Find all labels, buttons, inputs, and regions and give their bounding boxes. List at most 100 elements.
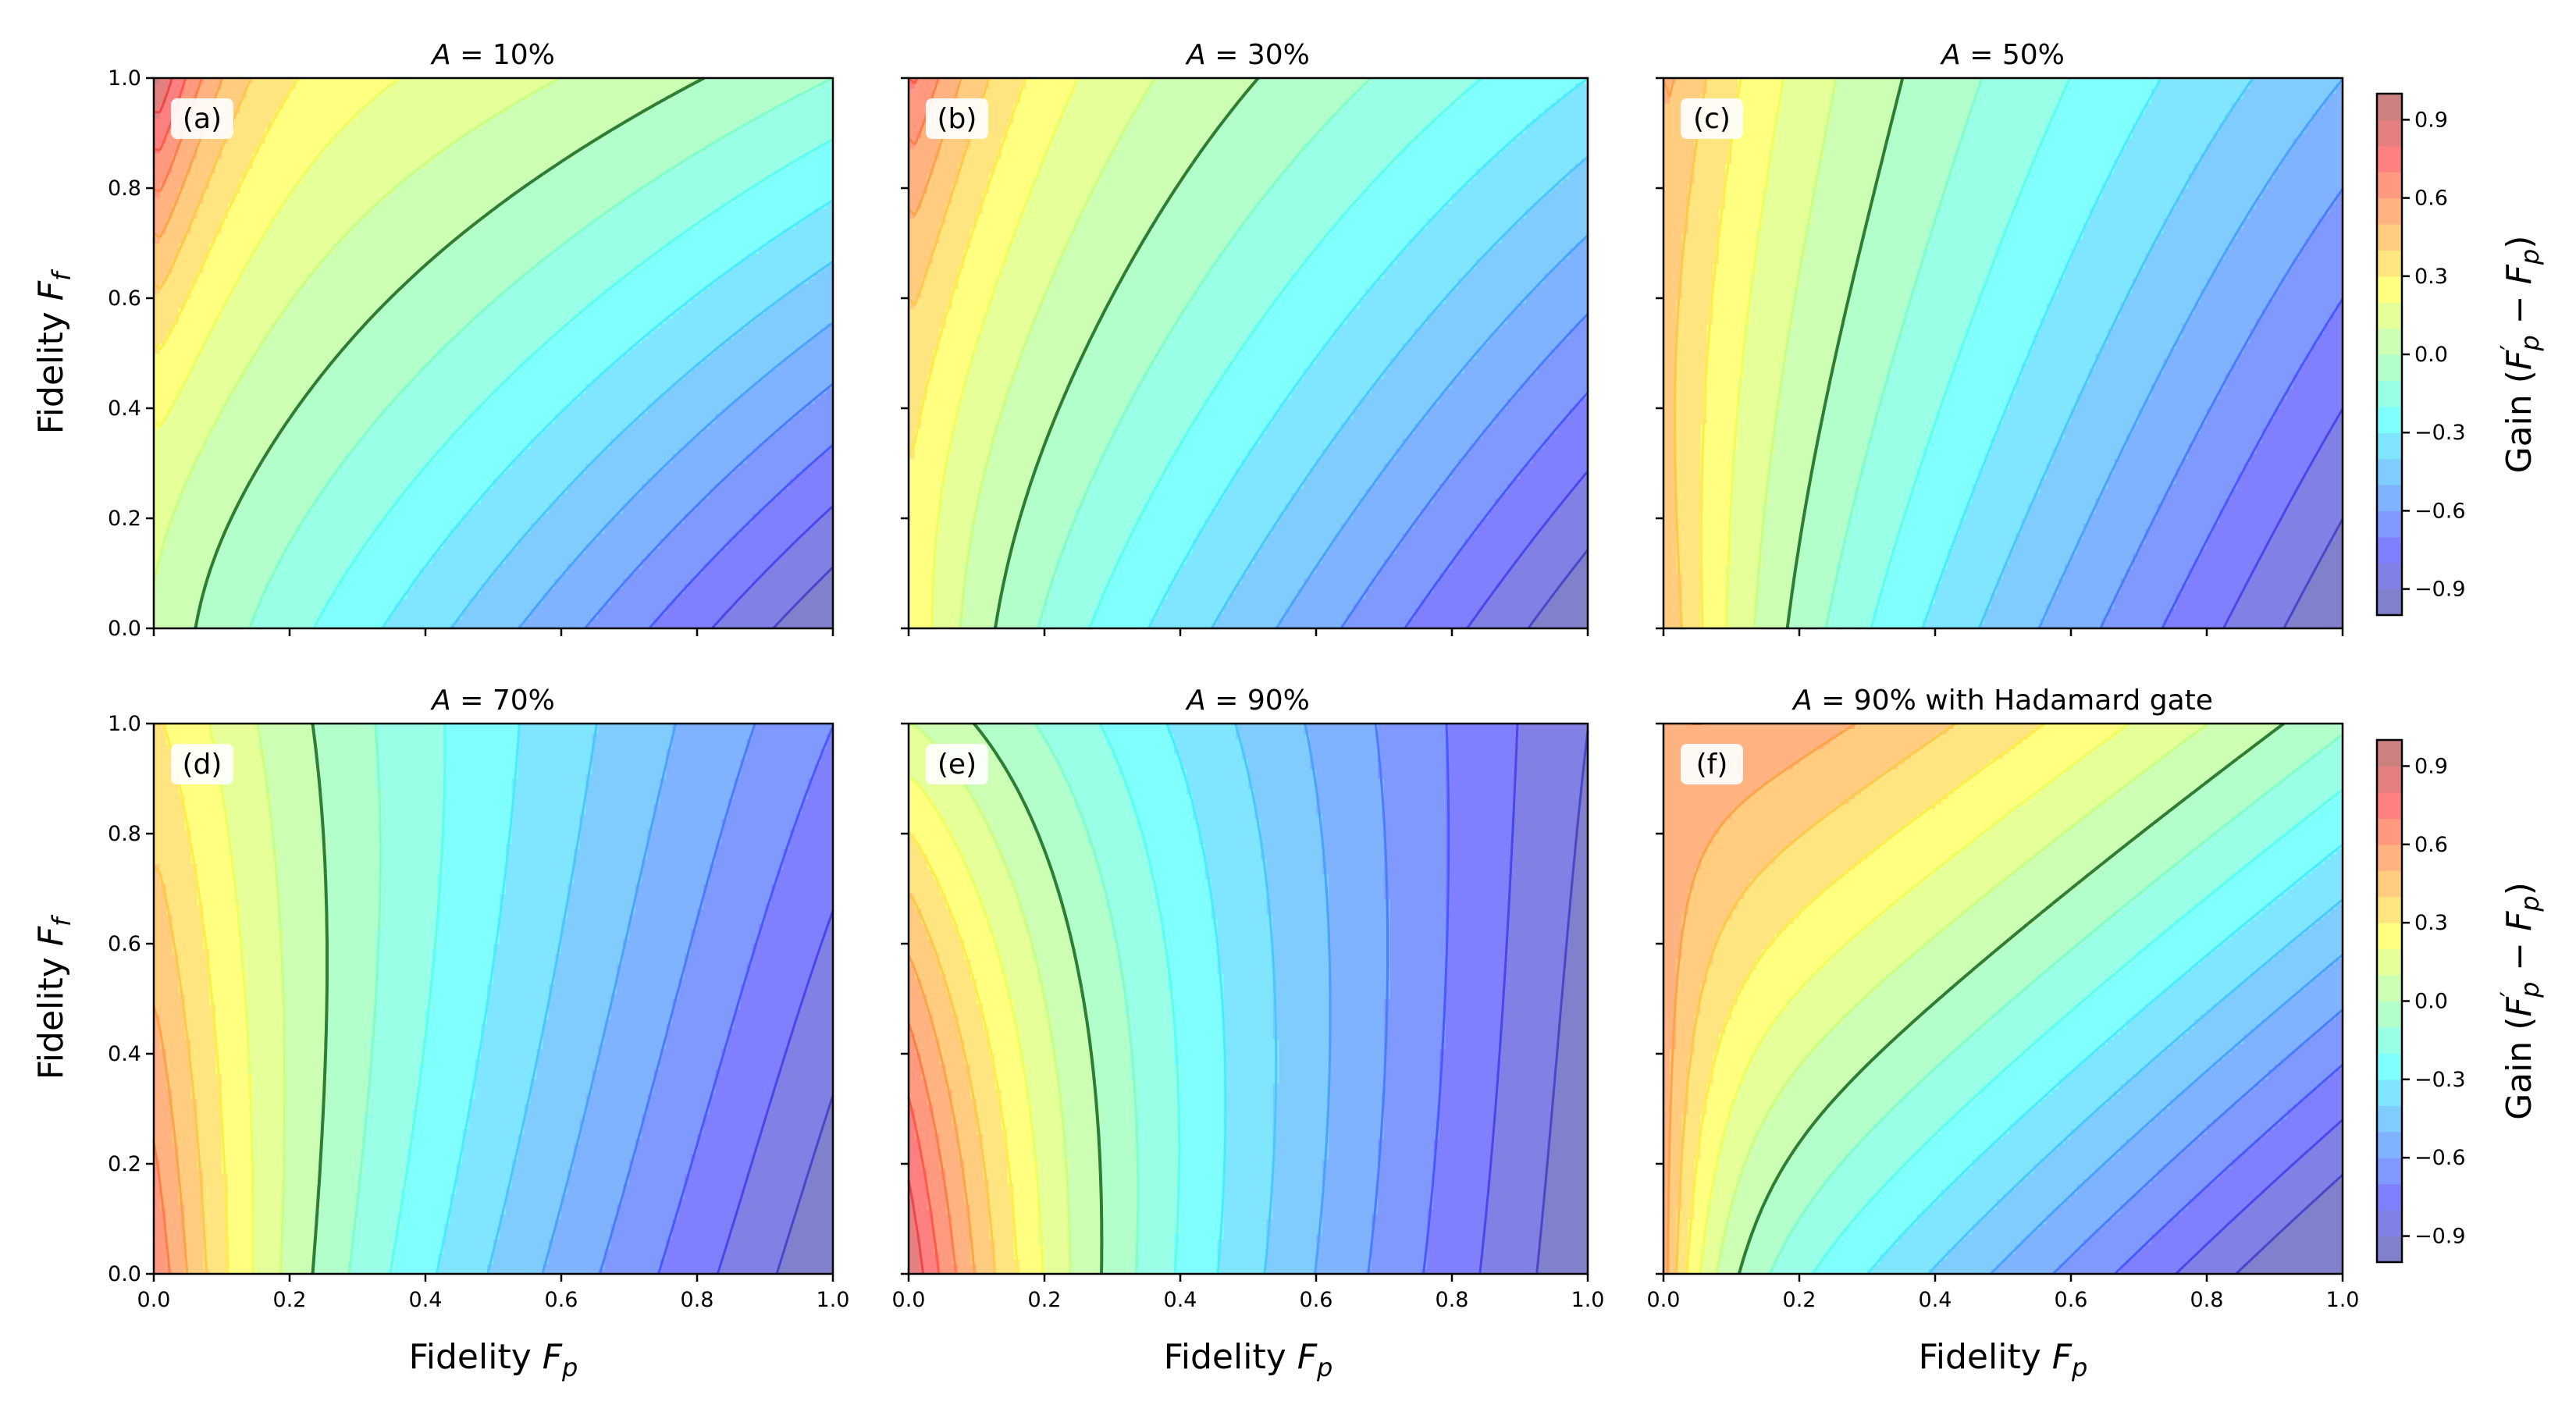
contour-line bbox=[1367, 723, 1389, 1275]
contour-line bbox=[959, 77, 1156, 629]
colorbar-level bbox=[2377, 458, 2402, 486]
svg-text:(b): (b) bbox=[938, 103, 977, 135]
contour-line bbox=[1725, 77, 1784, 629]
contour-fill bbox=[154, 78, 834, 629]
contour-lines bbox=[1662, 77, 2344, 629]
x-axis-label: Fidelity Fp bbox=[409, 1337, 578, 1382]
panel-c: A = 50% (c) bbox=[1656, 39, 2344, 636]
contour-lines bbox=[152, 76, 834, 630]
colorbar-level bbox=[2377, 1026, 2402, 1054]
colorbar-level bbox=[2377, 1158, 2402, 1185]
contour-line bbox=[248, 76, 834, 629]
panel-title: A = 50% bbox=[1940, 39, 2065, 71]
colorbar-tick-label: −0.9 bbox=[2414, 1225, 2466, 1249]
colorbar-tick-label: 0.0 bbox=[2414, 990, 2448, 1014]
contour-line bbox=[1527, 549, 1589, 629]
contour-line bbox=[2114, 1063, 2343, 1275]
contour-line bbox=[907, 1097, 941, 1275]
colorbar-level bbox=[2377, 844, 2402, 871]
contour-line bbox=[1466, 470, 1589, 629]
contour-line bbox=[1675, 722, 1957, 1275]
colorbar-level bbox=[2377, 119, 2402, 147]
contour-fill bbox=[154, 724, 834, 1275]
panel-a: 0.0 0.2 0.4 0.6 0.8 1.0 A = 10% (a) Fidelity Ff bbox=[31, 39, 834, 641]
x-axis-label: Fidelity Fp bbox=[1164, 1337, 1333, 1382]
colorbar-level bbox=[2377, 975, 2402, 1002]
svg-text:(a): (a) bbox=[183, 103, 222, 135]
contour-fill bbox=[909, 724, 1589, 1275]
contour-line bbox=[1165, 723, 1227, 1275]
contour-line bbox=[1304, 723, 1332, 1275]
contour-line bbox=[486, 723, 598, 1275]
colorbar-tick-label: 0.6 bbox=[2414, 187, 2448, 211]
contour-line bbox=[2222, 408, 2344, 629]
y-tick-label: 0.2 bbox=[108, 1152, 141, 1176]
colorbar-level bbox=[2377, 1053, 2402, 1080]
contour-line bbox=[256, 723, 286, 1275]
colorbar-level bbox=[2377, 250, 2402, 277]
panel-d: 0.0 0.2 0.4 0.6 0.8 1.0 0.0 0.2 0.4 0.6 0.8 1.0 A = … bbox=[31, 685, 849, 1382]
contour-line bbox=[907, 1023, 957, 1275]
plot-frame bbox=[907, 76, 1589, 630]
contour-line bbox=[648, 443, 834, 629]
x-tick-label: 0.2 bbox=[1783, 1288, 1816, 1312]
contour-line bbox=[2282, 518, 2344, 629]
contour-line bbox=[1977, 77, 2254, 629]
y-tick-label: 0.6 bbox=[108, 286, 141, 311]
x-tick-label: 0.8 bbox=[681, 1288, 714, 1312]
contour-line bbox=[1404, 392, 1589, 629]
plot-frame bbox=[1662, 76, 2344, 630]
x-tick-label: 0.4 bbox=[1919, 1288, 1952, 1312]
contour-line bbox=[152, 76, 560, 591]
y-axis-label: Fidelity Ff bbox=[31, 914, 76, 1080]
y-tick-label: 1.0 bbox=[108, 712, 141, 736]
contour-line bbox=[710, 505, 834, 630]
x-tick-label: 0.2 bbox=[1028, 1288, 1062, 1312]
colorbar-tick-label: −0.9 bbox=[2414, 578, 2466, 602]
contour-line bbox=[152, 76, 401, 428]
y-tick-label: 0.0 bbox=[108, 617, 141, 641]
contour-line bbox=[152, 1005, 189, 1275]
panel-e: 0.0 0.2 0.4 0.6 0.8 1.0 A = 90% (e) Fidelity Fp bbox=[892, 685, 1605, 1382]
colorbar-level bbox=[2377, 766, 2402, 793]
y-tick-label: 0.8 bbox=[108, 176, 141, 201]
plot-frame bbox=[1662, 722, 2344, 1275]
y-tick-label: 0.4 bbox=[108, 1042, 141, 1066]
panel-label: (c) bbox=[1681, 98, 1743, 139]
contour-line bbox=[1535, 730, 1589, 1275]
zero-gain-contour bbox=[1737, 722, 2285, 1275]
contour-line bbox=[657, 726, 834, 1275]
panel-label: (f) bbox=[1681, 744, 1743, 784]
x-tick-label: 1.0 bbox=[1571, 1288, 1605, 1312]
zero-gain-contour bbox=[194, 76, 705, 629]
contour-line bbox=[907, 955, 976, 1275]
colorbar-level bbox=[2377, 485, 2402, 511]
contour-line bbox=[1478, 723, 1519, 1275]
contour-line bbox=[1234, 723, 1278, 1275]
contour-line bbox=[907, 77, 1027, 458]
contour-line bbox=[1422, 723, 1450, 1275]
colorbar-level bbox=[2377, 328, 2402, 355]
contour-line bbox=[381, 199, 834, 629]
contour-line bbox=[907, 891, 996, 1275]
colorbar-level bbox=[2377, 948, 2402, 976]
contour-line bbox=[2037, 78, 2344, 629]
zero-gain-contour bbox=[311, 723, 329, 1275]
colorbar-level bbox=[2377, 406, 2402, 433]
colorbar-level bbox=[2377, 94, 2402, 120]
colorbar-tick-label: 0.3 bbox=[2414, 265, 2448, 289]
contour-line bbox=[152, 77, 300, 350]
colorbar-tick-label: −0.3 bbox=[2414, 1068, 2466, 1092]
colorbar-tick-label: 0.0 bbox=[2414, 343, 2448, 367]
x-tick-label: 0.2 bbox=[273, 1288, 307, 1312]
colorbar-level bbox=[2377, 302, 2402, 329]
colorbar-tick-label: 0.3 bbox=[2414, 911, 2448, 935]
contour-fill bbox=[1663, 724, 2343, 1275]
colorbar-tick-label: −0.6 bbox=[2414, 499, 2466, 523]
contour-lines bbox=[907, 722, 1589, 1275]
x-tick-label: 1.0 bbox=[2326, 1288, 2360, 1312]
plot-frame bbox=[152, 76, 834, 630]
contour-line bbox=[908, 76, 919, 85]
panel-title: A = 70% bbox=[430, 685, 555, 717]
